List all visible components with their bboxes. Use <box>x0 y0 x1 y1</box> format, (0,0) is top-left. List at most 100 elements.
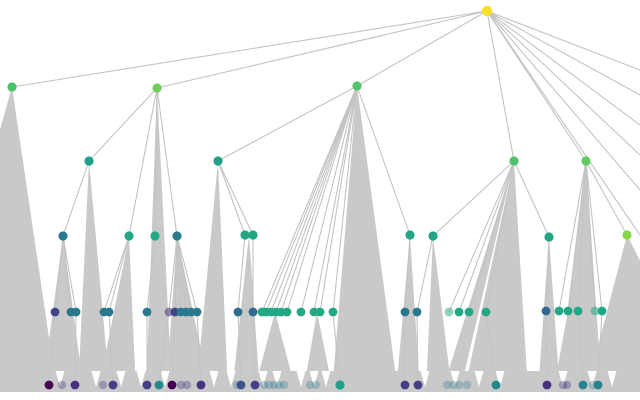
edge-fan <box>146 88 172 392</box>
edge-fan <box>98 236 136 392</box>
gap-notch <box>226 371 236 387</box>
tree-node <box>352 81 362 91</box>
tree-edge <box>54 235 64 313</box>
tree-node <box>593 380 603 390</box>
gap-notch <box>474 371 484 387</box>
tree-node <box>71 307 81 317</box>
tree-node <box>44 380 54 390</box>
tree-edge <box>171 311 176 386</box>
edge-fan <box>332 86 398 392</box>
tree-edge <box>567 160 587 312</box>
tree-edge <box>416 311 419 386</box>
tree-node <box>622 230 632 240</box>
edge-fan <box>196 161 228 392</box>
tree-edge <box>545 310 548 386</box>
tree-edge <box>156 87 178 237</box>
tree-node-ghost <box>279 380 289 390</box>
tree-edge <box>108 235 130 313</box>
tree-edge <box>545 236 550 312</box>
tree-node-ghost <box>562 380 572 390</box>
tree-edge <box>237 234 246 313</box>
tree-node <box>464 307 474 317</box>
tree-edge <box>404 234 411 313</box>
tree-edge <box>11 10 488 88</box>
tree-edge <box>448 160 515 313</box>
tree-edge <box>485 311 497 386</box>
tree-edge <box>196 311 202 386</box>
tree-edge <box>270 85 358 313</box>
gap-notch <box>558 371 568 387</box>
tree-node <box>491 380 501 390</box>
tree-node-ghost <box>462 380 472 390</box>
tree-edge <box>176 235 187 313</box>
tree-node-ghost <box>305 380 315 390</box>
tree-node <box>412 307 422 317</box>
tree-node <box>541 306 551 316</box>
tree-node <box>142 307 152 317</box>
tree-edge <box>319 85 358 313</box>
root-ray <box>486 10 640 236</box>
tree-node-ghost <box>444 307 454 317</box>
tree-node-ghost <box>57 380 67 390</box>
tree-node-ghost <box>176 380 186 390</box>
tree-node-ghost <box>264 380 274 390</box>
tree-node <box>233 307 243 317</box>
tree-node <box>315 307 325 317</box>
tree-node <box>481 307 491 317</box>
edge-fan <box>426 236 452 392</box>
tree-node-ghost <box>454 380 464 390</box>
tree-node <box>400 380 410 390</box>
tree-edge <box>585 160 596 312</box>
edge-fan <box>556 311 594 376</box>
tree-edge <box>332 85 358 313</box>
tree-node <box>196 380 206 390</box>
tree-node <box>236 380 246 390</box>
tree-node <box>563 306 573 316</box>
tree-edge <box>585 160 628 236</box>
tree-edge <box>356 10 488 87</box>
tree-edge <box>558 160 587 312</box>
tree-node-ghost <box>442 380 452 390</box>
edge-fan <box>464 161 528 392</box>
tree-edge <box>168 235 178 313</box>
tree-node <box>328 307 338 317</box>
gap-notch <box>91 371 101 387</box>
gap-notch <box>209 371 219 387</box>
tree-edge <box>48 311 56 386</box>
gap-notch <box>160 371 170 387</box>
tree-node <box>213 156 223 166</box>
tree-edge <box>261 85 358 313</box>
gap-notch <box>258 371 268 387</box>
gap-notch <box>116 371 126 387</box>
tree-node <box>554 306 564 316</box>
tree-edge <box>356 85 411 236</box>
tree-edge <box>585 160 603 312</box>
tree-edge <box>128 87 158 237</box>
tree-edge <box>158 311 170 386</box>
gap-notch <box>495 371 505 387</box>
tree-node <box>542 380 552 390</box>
gap-notch <box>321 371 331 387</box>
tree-edge <box>486 10 587 162</box>
tree-edge <box>103 235 130 313</box>
root-ray <box>486 10 640 191</box>
tree-node-ghost <box>311 380 321 390</box>
root-node <box>481 5 493 17</box>
tree-edge <box>332 311 341 386</box>
tree-node <box>248 307 258 317</box>
tree-node <box>108 380 118 390</box>
tree-node <box>413 380 423 390</box>
tree-node <box>581 156 591 166</box>
tree-edge <box>217 160 254 236</box>
tree-node <box>142 380 152 390</box>
tree-edge <box>176 235 198 313</box>
tree-edge <box>597 310 603 386</box>
edge-fan <box>0 87 57 392</box>
gap-notch <box>309 371 319 387</box>
gap-notch <box>55 371 65 387</box>
tree-node <box>578 380 588 390</box>
tree-node <box>282 307 292 317</box>
gap-notch <box>136 371 146 387</box>
tree-node <box>296 307 306 317</box>
